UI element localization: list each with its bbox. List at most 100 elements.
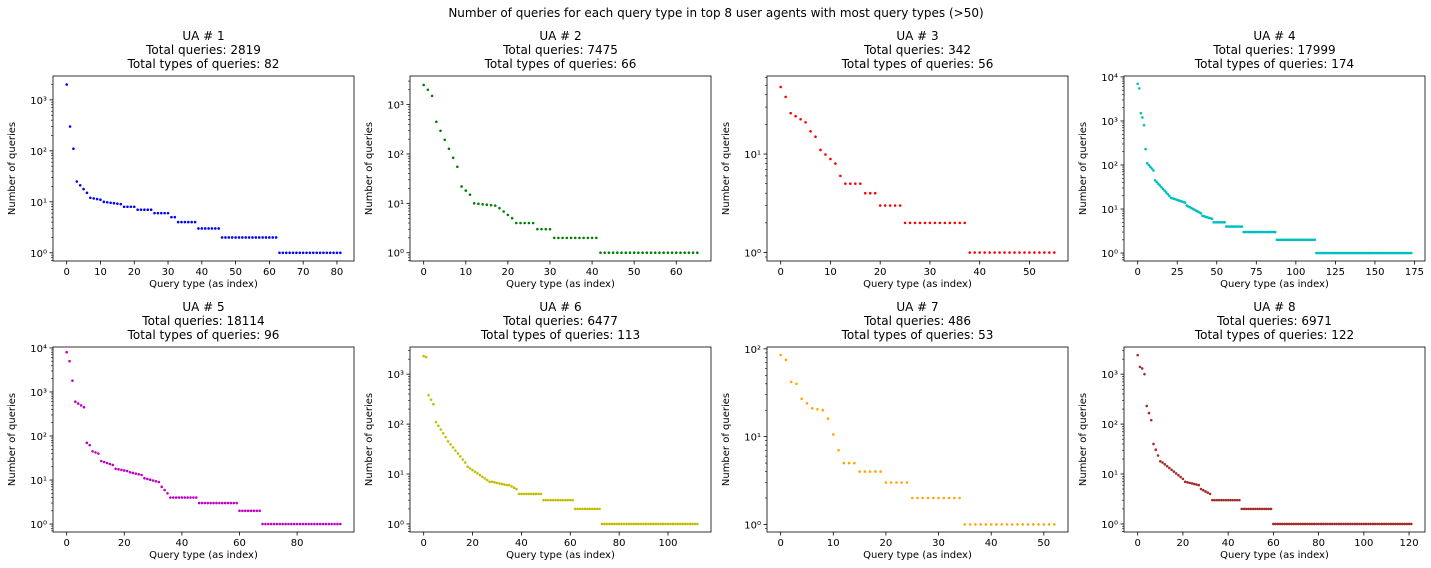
y-axis-label: Number of queries: [1078, 393, 1089, 486]
data-point: [679, 251, 682, 255]
data-point: [913, 221, 917, 225]
data-point: [1240, 507, 1244, 511]
data-point: [1158, 184, 1162, 187]
subplot-title-line: UA # 8: [1253, 300, 1295, 314]
x-tick-label: 20: [466, 538, 479, 549]
data-point: [847, 461, 851, 465]
data-point: [471, 468, 474, 472]
data-point: [1247, 507, 1250, 511]
x-tick-label: 150: [1365, 267, 1384, 278]
data-point: [235, 501, 238, 505]
x-axis-label: Query type (as index): [506, 550, 615, 561]
data-series: [422, 354, 699, 526]
data-point: [451, 446, 455, 449]
data-point: [335, 251, 339, 255]
data-point: [1000, 523, 1003, 526]
data-point: [488, 480, 491, 484]
data-point: [72, 147, 75, 151]
data-point: [267, 522, 270, 526]
data-point: [1163, 463, 1167, 466]
data-point: [595, 507, 599, 511]
data-point: [805, 401, 809, 405]
data-point: [622, 522, 626, 526]
data-point: [637, 522, 640, 526]
y-tick-label: 10⁰: [30, 520, 47, 531]
data-point: [893, 204, 897, 207]
data-point: [1210, 217, 1214, 221]
data-point: [868, 470, 872, 473]
figure-suptitle: Number of queries for each query type in…: [448, 6, 983, 20]
data-point: [1269, 507, 1273, 511]
data-point: [174, 496, 178, 499]
y-axis-label: Number of queries: [721, 122, 732, 215]
data-point: [1376, 522, 1379, 526]
data-point: [931, 496, 935, 500]
data-point: [1031, 523, 1035, 526]
y-tick-label: 10³: [1101, 370, 1118, 381]
data-point: [1204, 490, 1207, 493]
data-series: [65, 83, 342, 255]
data-point: [1364, 522, 1368, 526]
data-point: [1344, 522, 1348, 526]
data-point: [666, 251, 670, 255]
data-point: [586, 236, 590, 240]
data-point: [666, 522, 670, 526]
y-tick-label: 10¹: [387, 199, 404, 210]
x-tick-label: 10: [94, 267, 107, 278]
data-point: [1013, 251, 1016, 254]
data-point: [839, 174, 842, 178]
data-point: [1008, 251, 1011, 254]
data-point: [281, 522, 285, 526]
data-point: [903, 221, 907, 225]
subplot-title-line: Total queries: 486: [863, 314, 971, 328]
data-point: [122, 469, 126, 472]
data-point: [908, 221, 912, 225]
data-point: [568, 498, 572, 502]
data-point: [99, 459, 103, 463]
data-point: [232, 501, 236, 505]
data-point: [632, 251, 636, 255]
data-point: [483, 477, 487, 480]
data-point: [432, 402, 435, 406]
data-point: [439, 428, 443, 431]
x-tick-label: 40: [973, 267, 986, 278]
data-point: [1201, 488, 1205, 492]
data-point: [336, 522, 339, 526]
data-point: [333, 522, 336, 526]
data-point: [696, 251, 699, 255]
data-point: [424, 355, 428, 359]
data-point: [1156, 182, 1160, 186]
data-point: [1265, 507, 1268, 511]
x-tick-label: 50: [1037, 538, 1050, 549]
data-point: [616, 251, 619, 255]
data-point: [502, 210, 505, 213]
data-point: [186, 220, 190, 224]
data-point: [1136, 353, 1139, 357]
data-point: [321, 522, 325, 526]
data-point: [108, 462, 112, 466]
data-point: [524, 492, 528, 496]
data-point: [1231, 498, 1234, 502]
data-point: [510, 485, 513, 488]
data-point: [937, 496, 940, 500]
data-point: [1407, 522, 1411, 526]
data-point: [1287, 522, 1291, 526]
data-point: [180, 220, 183, 224]
data-point: [1396, 522, 1400, 526]
data-point: [439, 129, 442, 133]
x-tick-label: 80: [291, 538, 304, 549]
x-tick-label: 60: [564, 538, 577, 549]
data-point: [973, 251, 977, 254]
data-point: [1215, 498, 1219, 502]
data-point: [1183, 480, 1187, 484]
data-point: [556, 498, 560, 502]
data-point: [330, 522, 333, 526]
data-point: [1223, 220, 1226, 224]
data-point: [884, 481, 888, 484]
data-point: [642, 522, 645, 526]
data-point: [1220, 498, 1223, 502]
data-point: [301, 522, 305, 526]
data-point: [608, 522, 611, 526]
data-point: [446, 440, 450, 443]
data-point: [681, 522, 684, 526]
